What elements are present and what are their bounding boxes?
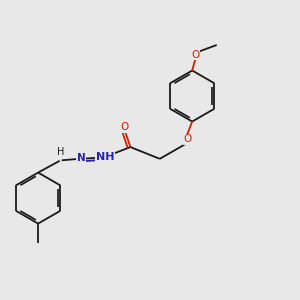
Text: O: O <box>120 122 129 132</box>
Text: H: H <box>57 147 64 157</box>
Text: N: N <box>77 153 86 163</box>
Text: O: O <box>191 50 199 60</box>
Text: O: O <box>183 134 191 144</box>
Text: NH: NH <box>96 152 114 162</box>
